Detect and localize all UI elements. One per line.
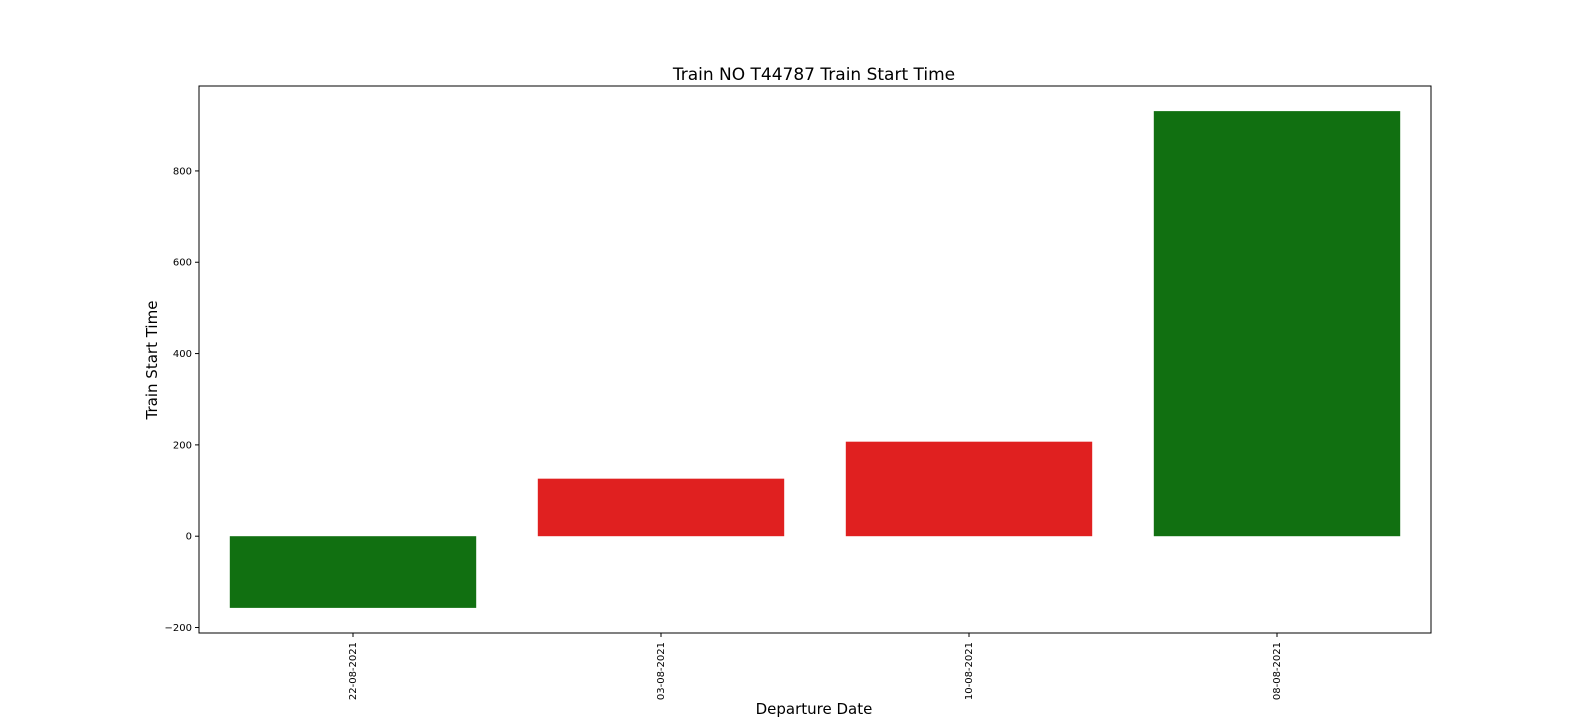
bar-0 [229,536,477,608]
y-tick-label: 800 [173,166,192,177]
y-tick-label: 200 [173,440,192,451]
x-axis-label: Departure Date [756,700,873,718]
y-axis: −200 0 200 400 600 800 [165,166,199,634]
bar-1 [537,478,785,537]
x-tick-label: 08-08-2021 [1272,642,1283,700]
bar-3 [1153,111,1401,537]
x-axis: 22-08-2021 03-08-2021 10-08-2021 08-08-2021 [348,633,1283,700]
y-tick-label: −200 [165,623,192,634]
y-tick-label: 0 [186,532,192,543]
x-tick-label: 03-08-2021 [656,642,667,700]
x-tick-label: 22-08-2021 [348,642,359,700]
x-tick-label: 10-08-2021 [964,642,975,700]
y-tick-label: 400 [173,349,192,360]
plot-frame [198,85,1432,634]
y-tick-label: 600 [173,258,192,269]
bar-2 [845,441,1093,537]
bars-group [229,111,1401,608]
chart-title: Train NO T44787 Train Start Time [672,65,955,85]
y-axis-label: Train Start Time [143,301,161,421]
